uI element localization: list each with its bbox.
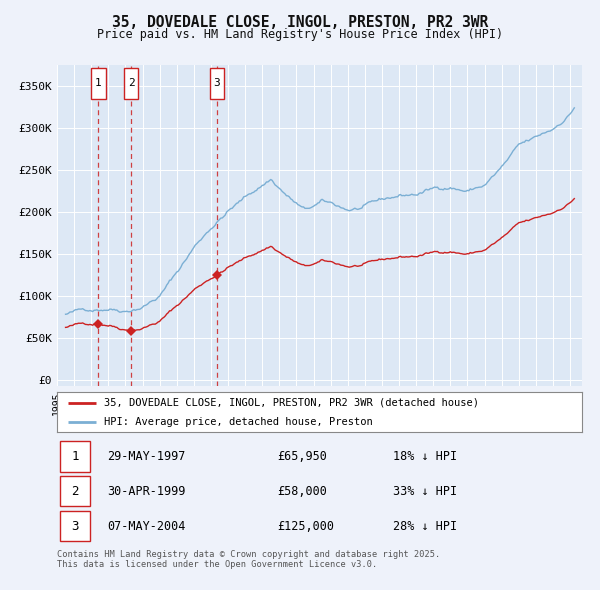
Text: 35, DOVEDALE CLOSE, INGOL, PRESTON, PR2 3WR (detached house): 35, DOVEDALE CLOSE, INGOL, PRESTON, PR2 … — [104, 398, 479, 408]
Text: 1: 1 — [95, 78, 101, 88]
Text: £125,000: £125,000 — [277, 520, 335, 533]
Text: 3: 3 — [214, 78, 220, 88]
Text: Contains HM Land Registry data © Crown copyright and database right 2025.
This d: Contains HM Land Registry data © Crown c… — [57, 550, 440, 569]
Bar — [59, 476, 90, 506]
Text: 1: 1 — [71, 450, 79, 463]
Text: 35, DOVEDALE CLOSE, INGOL, PRESTON, PR2 3WR: 35, DOVEDALE CLOSE, INGOL, PRESTON, PR2 … — [112, 15, 488, 30]
Text: 2: 2 — [71, 484, 79, 498]
Text: £58,000: £58,000 — [277, 484, 328, 498]
Bar — [59, 441, 90, 471]
Text: 07-MAY-2004: 07-MAY-2004 — [107, 520, 185, 533]
Bar — [209, 68, 224, 99]
Bar — [59, 511, 90, 542]
Text: 33% ↓ HPI: 33% ↓ HPI — [393, 484, 457, 498]
Text: £65,950: £65,950 — [277, 450, 328, 463]
Bar — [91, 68, 106, 99]
Text: HPI: Average price, detached house, Preston: HPI: Average price, detached house, Pres… — [104, 417, 373, 427]
Text: 2: 2 — [128, 78, 134, 88]
Text: 28% ↓ HPI: 28% ↓ HPI — [393, 520, 457, 533]
Text: 3: 3 — [71, 520, 79, 533]
Bar — [124, 68, 139, 99]
Text: 18% ↓ HPI: 18% ↓ HPI — [393, 450, 457, 463]
Text: 30-APR-1999: 30-APR-1999 — [107, 484, 185, 498]
Text: 29-MAY-1997: 29-MAY-1997 — [107, 450, 185, 463]
Text: Price paid vs. HM Land Registry's House Price Index (HPI): Price paid vs. HM Land Registry's House … — [97, 28, 503, 41]
